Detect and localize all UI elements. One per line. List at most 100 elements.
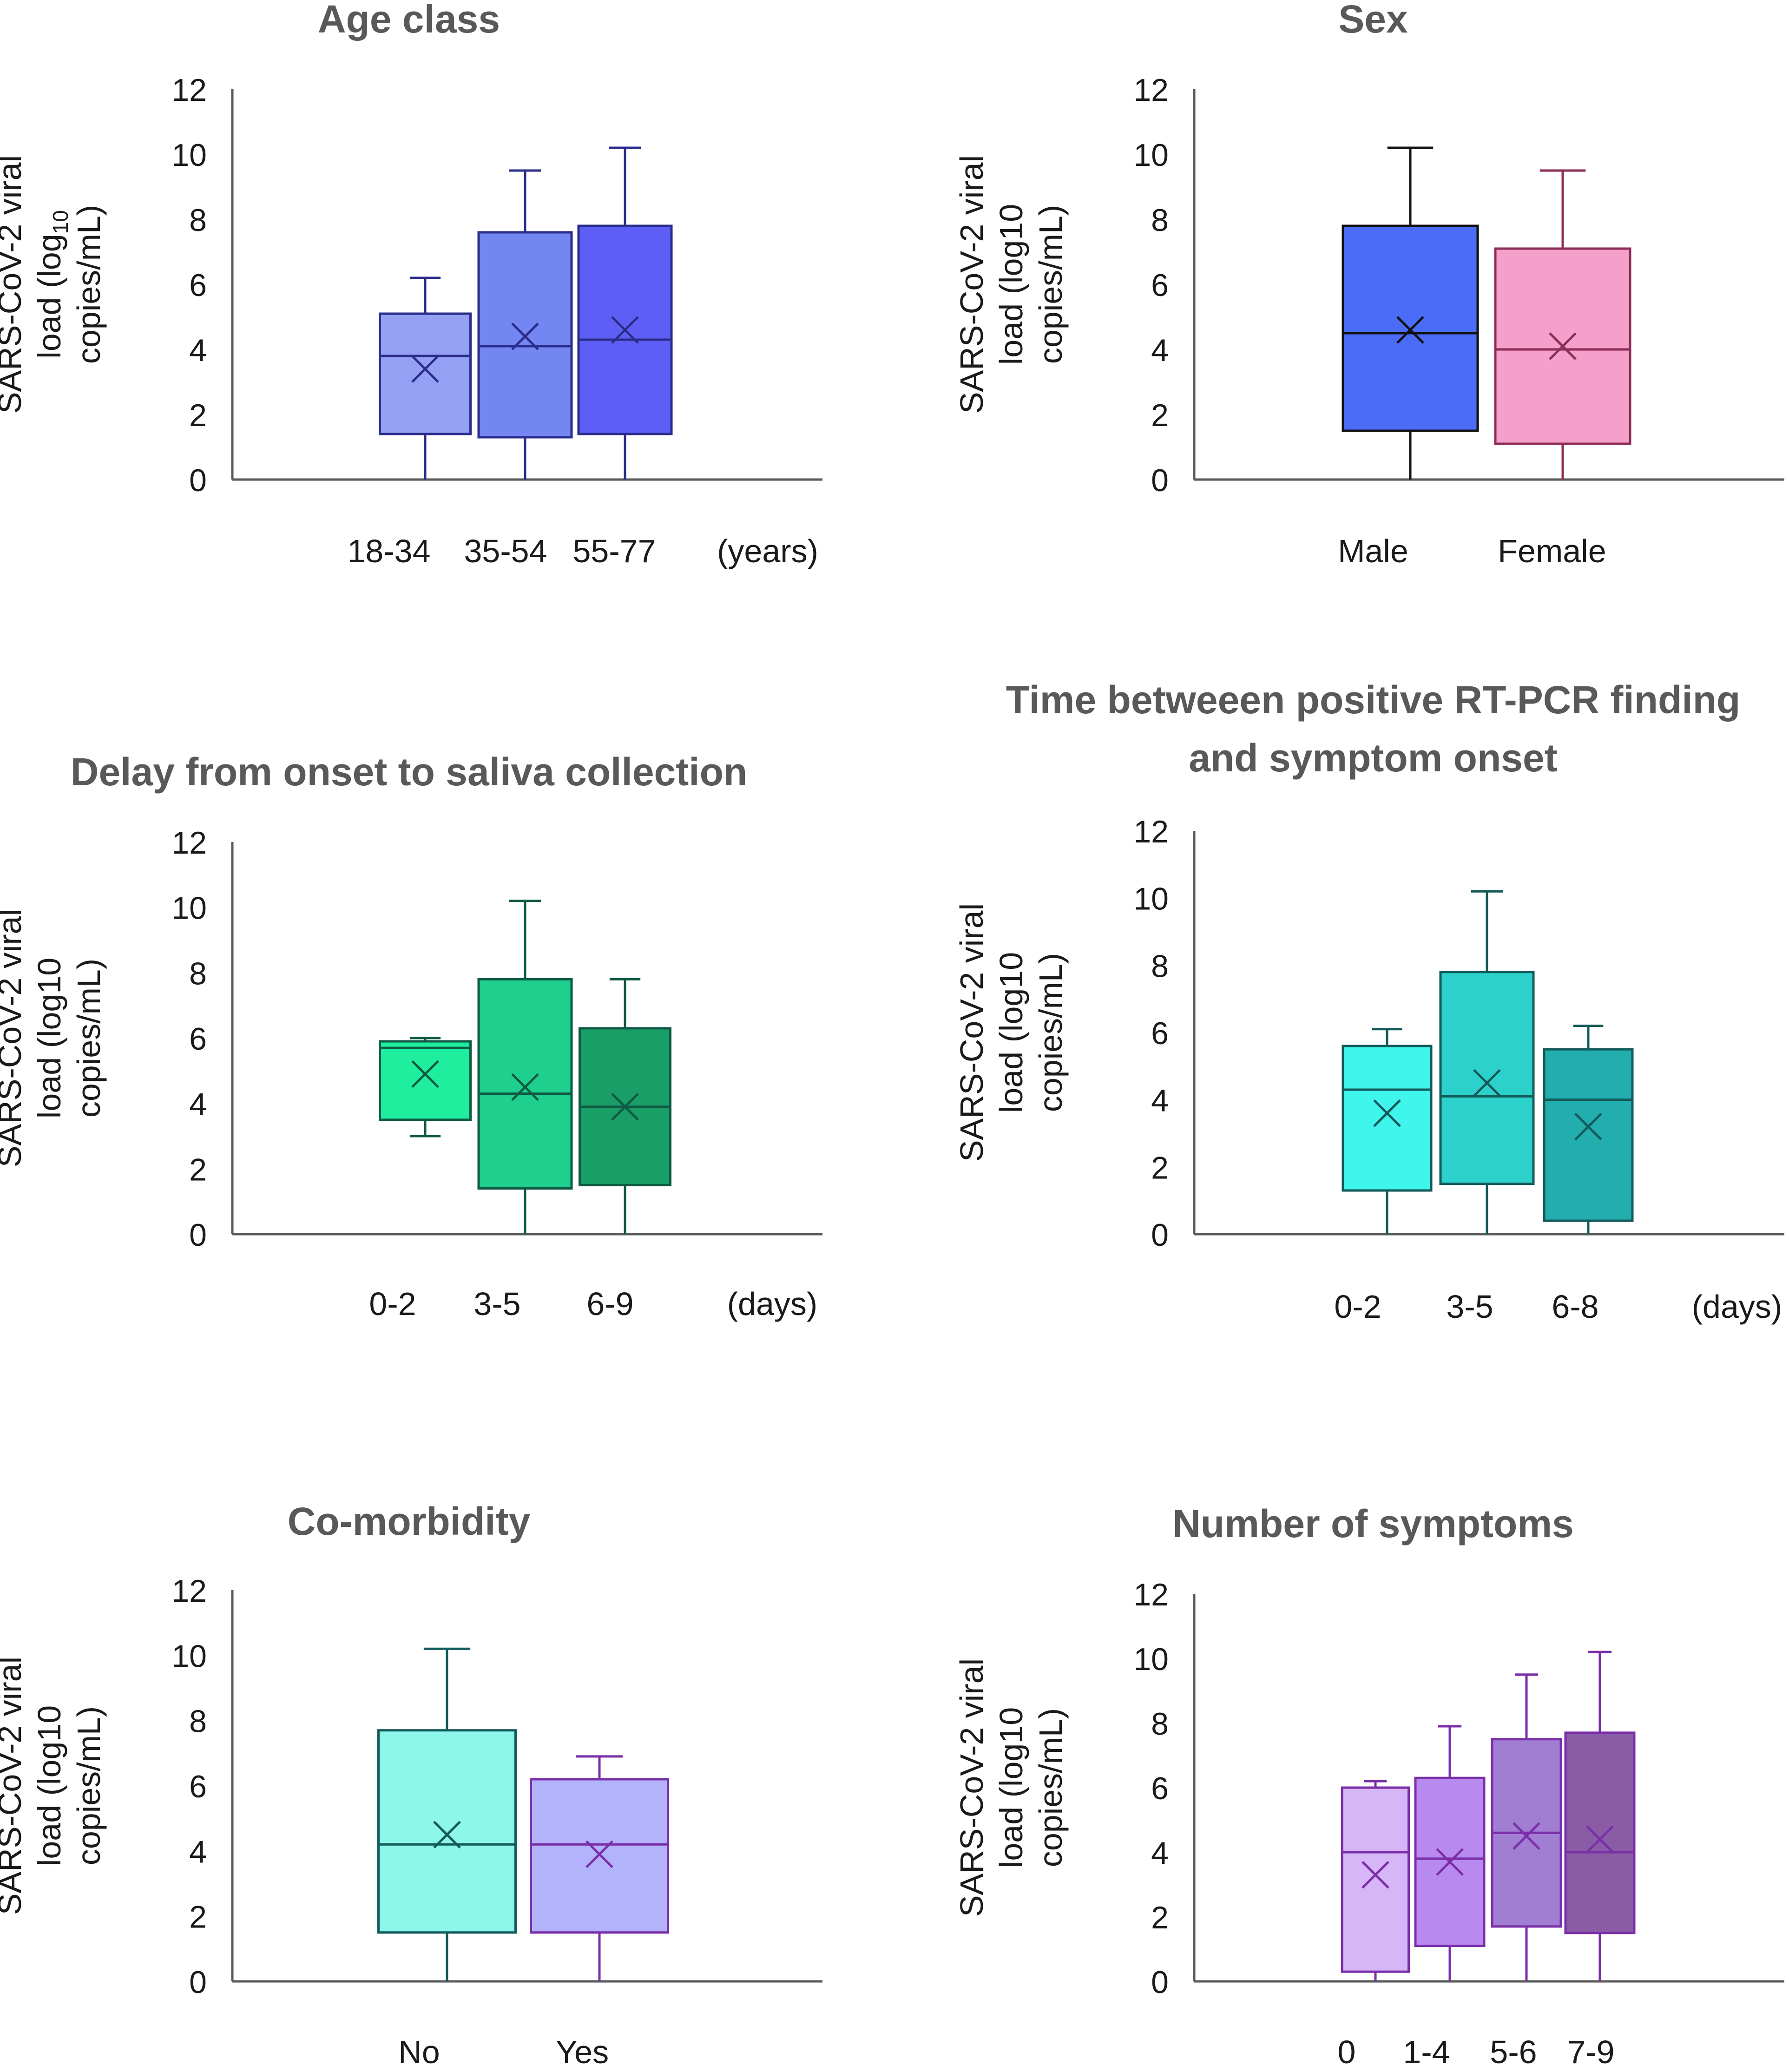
- y-axis-label-line: SARS-CoV-2 viral: [0, 1657, 28, 1915]
- y-axis-label-line: SARS-CoV-2 viral: [954, 903, 990, 1162]
- y-tick-label: 6: [189, 1769, 207, 1804]
- x-unit-label: (days): [1692, 1289, 1782, 1325]
- y-axis-label-line: load (log10: [993, 1707, 1029, 1868]
- y-tick-label: 4: [189, 1834, 207, 1869]
- chart-title-line: Co-morbidity: [288, 1500, 531, 1543]
- x-category-label: 7-9: [1567, 2034, 1614, 2070]
- y-axis-label-line: copies/mL): [1033, 205, 1069, 364]
- chart-title-line: Age class: [318, 0, 500, 41]
- y-tick-label: 2: [189, 1152, 207, 1187]
- box-iqr: [477, 978, 573, 1190]
- x-unit-label: (days): [727, 1286, 817, 1322]
- mean-marker: [511, 1073, 539, 1101]
- y-axis-label-line: copies/mL): [71, 205, 107, 364]
- y-tick-label: 8: [189, 203, 207, 238]
- y-tick-label: 10: [171, 138, 207, 173]
- box-iqr: [379, 312, 472, 435]
- mean-marker: [585, 1840, 613, 1868]
- box-6-9: [579, 978, 671, 1234]
- y-axis-label-line: copies/mL): [1033, 953, 1069, 1112]
- mean-marker: [411, 1060, 439, 1088]
- mean-marker: [611, 1092, 639, 1121]
- y-tick-label: 6: [1151, 1016, 1169, 1051]
- box-3-5: [1439, 890, 1535, 1234]
- y-tick-label: 6: [1151, 1771, 1169, 1806]
- mean-marker: [411, 355, 439, 383]
- box-0-2: [1342, 1028, 1433, 1234]
- chart-title-line: Delay from onset to saliva collection: [71, 750, 747, 794]
- x-unit-label: (years): [717, 533, 818, 569]
- y-tick-label: 8: [1151, 948, 1169, 984]
- y-axis-label-line: SARS-CoV-2 viral: [0, 909, 28, 1167]
- x-category-label: 3-5: [1446, 1289, 1493, 1325]
- x-category-label: No: [398, 2034, 440, 2070]
- chart-panel-delay-from-onset-to-saliva-collection: Delay from onset to saliva collection 0 2 4…: [0, 750, 822, 1322]
- mean-marker: [611, 316, 639, 344]
- x-category-label: Yes: [556, 2034, 609, 2070]
- x-category-label: 0: [1338, 2034, 1356, 2070]
- y-tick-label: 4: [1151, 1083, 1169, 1118]
- y-tick-label: 10: [1133, 138, 1169, 173]
- mean-marker: [1473, 1069, 1501, 1097]
- x-category-label: 0-2: [369, 1286, 416, 1322]
- mean-marker: [1436, 1848, 1464, 1876]
- x-category-label: 3-5: [474, 1286, 520, 1322]
- y-tick-label: 10: [171, 1638, 207, 1674]
- box-iqr: [1341, 1786, 1410, 1973]
- y-tick-label: 2: [1151, 1900, 1169, 1935]
- mean-marker: [1396, 316, 1424, 344]
- y-tick-label: 12: [171, 72, 207, 108]
- box-iqr: [1342, 1045, 1433, 1192]
- y-tick-label: 12: [171, 825, 207, 861]
- chart-panel-co-morbidity: Co-morbidity 0 2 4 6 8 10 12 SARS-CoV-2 viralloa…: [0, 1500, 822, 2070]
- chart-title-line: Time betweeen positive RT-PCR finding: [1006, 678, 1741, 722]
- y-tick-label: 0: [189, 463, 207, 498]
- chart-panel-number-of-symptoms: Number of symptoms 0 2 4 6 8 10 12 SARS-CoV-2 vi…: [954, 1502, 1784, 2070]
- box-iqr: [1564, 1731, 1636, 1934]
- y-tick-label: 12: [1133, 72, 1169, 108]
- mean-marker: [511, 322, 539, 350]
- mean-marker: [1361, 1861, 1389, 1889]
- x-category-label: 55-77: [572, 533, 656, 569]
- y-tick-label: 4: [1151, 1835, 1169, 1871]
- y-axis-label-line: load (log10: [993, 204, 1029, 365]
- y-axis-label-line: copies/mL): [71, 959, 107, 1118]
- mean-marker: [1549, 332, 1577, 360]
- box-0-2: [379, 1037, 472, 1138]
- y-tick-label: 0: [189, 1217, 207, 1253]
- box-1-4: [1414, 1725, 1486, 1981]
- box-6-8: [1543, 1025, 1634, 1234]
- y-tick-label: 12: [171, 1573, 207, 1609]
- y-tick-label: 8: [189, 956, 207, 991]
- chart-title-line: Sex: [1338, 0, 1408, 41]
- y-axis-label-line: load (log10: [993, 952, 1029, 1113]
- x-category-label: Female: [1498, 533, 1606, 569]
- y-axis-label-line: copies/mL): [1033, 1708, 1069, 1867]
- y-tick-label: 2: [189, 398, 207, 433]
- y-tick-label: 0: [1151, 463, 1169, 498]
- x-category-label: 35-54: [464, 533, 547, 569]
- y-tick-label: 10: [171, 891, 207, 926]
- box-no: [377, 1647, 517, 1981]
- y-axis-label-line: SARS-CoV-2 viral: [954, 155, 990, 414]
- box-iqr: [1439, 971, 1535, 1185]
- x-category-label: Male: [1338, 533, 1408, 569]
- chart-panel-sex: Sex 0 2 4 6 8 10 12 SARS-CoV-2 viral load (log10 c…: [954, 0, 1784, 569]
- y-tick-label: 0: [189, 1965, 207, 2000]
- box-0: [1341, 1780, 1410, 1981]
- mean-marker: [433, 1821, 461, 1849]
- box-55-77: [577, 146, 673, 480]
- y-axis-label-line: SARS-CoV-2 viral: [0, 155, 28, 414]
- y-axis-label-line: load (log10: [31, 958, 67, 1118]
- y-tick-label: 4: [189, 1087, 207, 1122]
- box-3-5: [477, 900, 573, 1234]
- y-axis-label-line: SARS-CoV-2 viral: [954, 1658, 990, 1917]
- y-tick-label: 0: [1151, 1217, 1169, 1253]
- y-tick-label: 8: [1151, 1706, 1169, 1742]
- y-tick-label: 6: [1151, 268, 1169, 303]
- box-35-54: [477, 169, 573, 480]
- y-tick-label: 2: [1151, 1150, 1169, 1185]
